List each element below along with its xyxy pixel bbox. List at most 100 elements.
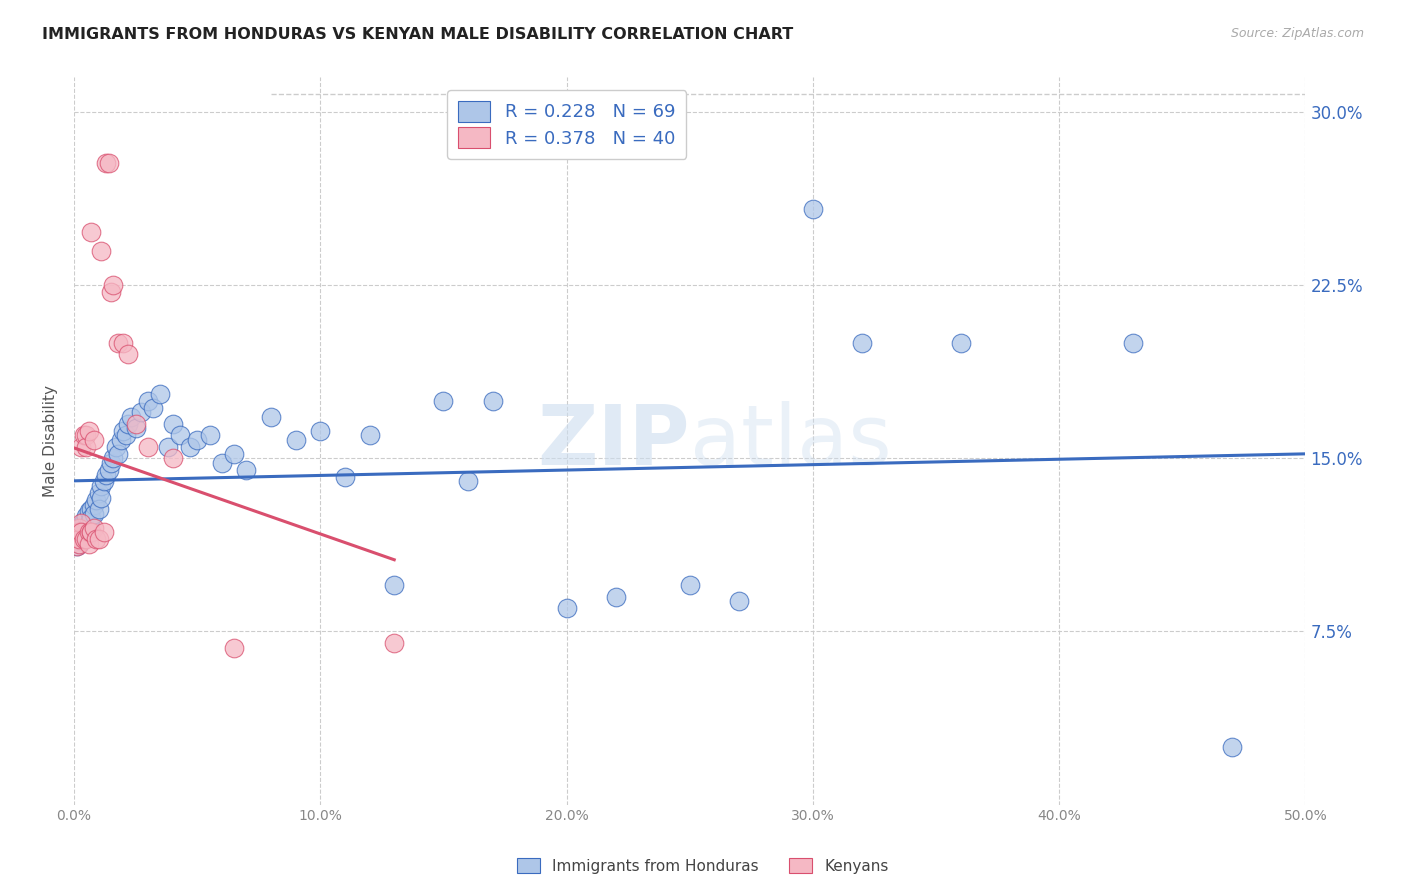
Text: Source: ZipAtlas.com: Source: ZipAtlas.com bbox=[1230, 27, 1364, 40]
Point bbox=[65, 530, 87, 544]
Point bbox=[97, 156, 120, 170]
Point bbox=[65, 532, 87, 546]
Point bbox=[80, 511, 103, 525]
Point bbox=[1122, 335, 1144, 350]
Point bbox=[107, 447, 129, 461]
Text: ZIP: ZIP bbox=[537, 401, 690, 482]
Point bbox=[90, 491, 112, 505]
Point bbox=[605, 590, 627, 604]
Point bbox=[162, 417, 184, 431]
Point bbox=[309, 424, 332, 438]
Point bbox=[80, 525, 103, 540]
Point bbox=[156, 440, 179, 454]
Point bbox=[65, 532, 87, 546]
Point bbox=[333, 470, 356, 484]
Point bbox=[65, 525, 87, 540]
Point bbox=[84, 492, 107, 507]
Point bbox=[93, 475, 115, 489]
Point bbox=[103, 278, 125, 293]
Point bbox=[65, 539, 87, 553]
Point bbox=[169, 428, 191, 442]
Point bbox=[65, 539, 87, 553]
Point bbox=[142, 401, 165, 415]
Point bbox=[75, 525, 97, 540]
Point bbox=[124, 421, 146, 435]
Point bbox=[107, 335, 129, 350]
Point bbox=[77, 424, 100, 438]
Point bbox=[94, 467, 117, 482]
Point bbox=[124, 417, 146, 431]
Point bbox=[73, 514, 96, 528]
Point bbox=[87, 486, 110, 500]
Point bbox=[112, 424, 135, 438]
Point bbox=[73, 532, 96, 546]
Point bbox=[100, 456, 122, 470]
Point bbox=[67, 537, 90, 551]
Point bbox=[70, 534, 93, 549]
Point bbox=[67, 525, 90, 540]
Point bbox=[83, 507, 105, 521]
Point bbox=[728, 594, 751, 608]
Point bbox=[77, 525, 100, 540]
Point bbox=[224, 640, 246, 655]
Point bbox=[90, 244, 112, 258]
Point bbox=[87, 502, 110, 516]
Point bbox=[70, 440, 93, 454]
Point bbox=[211, 456, 233, 470]
Point bbox=[103, 451, 125, 466]
Point bbox=[70, 525, 93, 540]
Point bbox=[555, 601, 578, 615]
Point bbox=[949, 335, 972, 350]
Legend: R = 0.228   N = 69, R = 0.378   N = 40: R = 0.228 N = 69, R = 0.378 N = 40 bbox=[447, 90, 686, 159]
Point bbox=[117, 347, 139, 361]
Point bbox=[359, 428, 381, 442]
Point bbox=[114, 428, 136, 442]
Point bbox=[73, 428, 96, 442]
Point bbox=[67, 525, 90, 540]
Point bbox=[73, 523, 96, 537]
Point bbox=[117, 417, 139, 431]
Point bbox=[83, 498, 105, 512]
Point bbox=[77, 516, 100, 530]
Point bbox=[198, 428, 221, 442]
Point bbox=[162, 451, 184, 466]
Point bbox=[801, 202, 824, 216]
Point bbox=[382, 636, 405, 650]
Text: IMMIGRANTS FROM HONDURAS VS KENYAN MALE DISABILITY CORRELATION CHART: IMMIGRANTS FROM HONDURAS VS KENYAN MALE … bbox=[42, 27, 793, 42]
Point bbox=[679, 578, 702, 592]
Point bbox=[77, 537, 100, 551]
Point bbox=[80, 525, 103, 540]
Point bbox=[120, 409, 142, 424]
Point bbox=[1220, 739, 1243, 754]
Point bbox=[67, 520, 90, 534]
Point bbox=[94, 156, 117, 170]
Point bbox=[104, 440, 127, 454]
Point bbox=[851, 335, 873, 350]
Point bbox=[90, 479, 112, 493]
Point bbox=[110, 433, 132, 447]
Legend: Immigrants from Honduras, Kenyans: Immigrants from Honduras, Kenyans bbox=[510, 852, 896, 880]
Point bbox=[260, 409, 283, 424]
Point bbox=[80, 502, 103, 516]
Point bbox=[100, 285, 122, 300]
Point bbox=[70, 527, 93, 541]
Point bbox=[75, 532, 97, 546]
Point bbox=[93, 525, 115, 540]
Point bbox=[70, 518, 93, 533]
Point bbox=[67, 530, 90, 544]
Point bbox=[75, 520, 97, 534]
Point bbox=[224, 447, 246, 461]
Point bbox=[84, 532, 107, 546]
Point bbox=[67, 537, 90, 551]
Point bbox=[112, 335, 135, 350]
Point bbox=[77, 504, 100, 518]
Text: atlas: atlas bbox=[690, 401, 891, 482]
Point bbox=[186, 433, 208, 447]
Point bbox=[70, 516, 93, 530]
Point bbox=[83, 520, 105, 534]
Point bbox=[75, 440, 97, 454]
Point bbox=[65, 520, 87, 534]
Point bbox=[129, 405, 152, 419]
Point bbox=[457, 475, 479, 489]
Point bbox=[136, 393, 159, 408]
